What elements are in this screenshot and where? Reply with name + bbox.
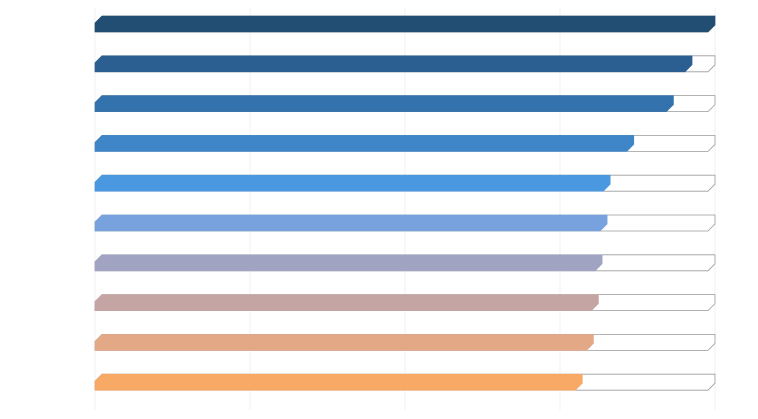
bar-fill [94,55,693,73]
bar-fill [94,254,603,272]
bar-fill [94,15,716,33]
bar-series [94,15,716,391]
bar-fill [94,334,594,351]
bar-fill [94,174,611,192]
bar-fill [94,214,608,232]
bar-fill [94,294,599,311]
bar-fill [94,373,583,391]
bar-fill [94,135,635,152]
bar-fill [94,95,674,112]
